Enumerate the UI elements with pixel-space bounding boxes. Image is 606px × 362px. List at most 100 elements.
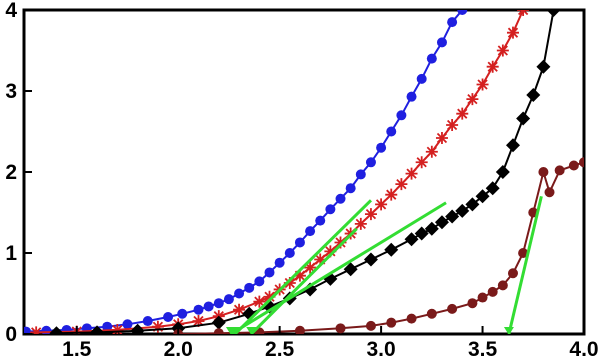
series-0-point: [447, 17, 458, 28]
series-2-line: [56, 10, 555, 334]
series-0-point: [386, 126, 397, 137]
series-0-point: [355, 169, 366, 180]
series-0-point: [284, 248, 295, 258]
series-1-point: [375, 198, 388, 211]
series-3-point: [447, 303, 458, 314]
series-1-point: [405, 167, 418, 180]
series-1-point: [517, 10, 530, 16]
series-2-point: [130, 323, 145, 334]
x-tick-label: 3.5: [468, 338, 498, 361]
series-2-point: [546, 10, 561, 17]
series-0-point: [163, 311, 174, 322]
series-3-point: [477, 292, 488, 303]
series-2-point: [424, 221, 439, 236]
series-1-point: [456, 107, 469, 120]
series-1-point: [425, 145, 438, 158]
series-1-point: [476, 78, 489, 91]
series-2-point: [505, 138, 520, 153]
series-1-point: [293, 269, 306, 282]
series-layer: [24, 10, 584, 334]
series-3-point: [497, 280, 508, 291]
x-tick-label: 2.0: [164, 338, 193, 361]
series-0-point: [335, 193, 346, 204]
series-1-point: [192, 315, 205, 328]
series-3-point: [406, 313, 417, 324]
series-0-point: [305, 226, 316, 237]
fit-lines-layer: [225, 195, 543, 334]
series-2-point: [90, 325, 105, 334]
series-2-point: [445, 209, 460, 224]
series-1-point: [324, 245, 337, 258]
series-0-point: [406, 91, 417, 102]
series-1-point: [151, 320, 164, 333]
series-1-point: [233, 303, 246, 316]
series-1-point: [334, 236, 347, 249]
fit-line-3-arrowhead: [503, 327, 514, 334]
fit-line-1: [250, 227, 358, 334]
series-1-point: [30, 326, 43, 334]
series-0-point: [315, 215, 326, 226]
series-0-point: [457, 10, 468, 15]
series-1-point: [283, 276, 296, 289]
series-3-point: [544, 187, 555, 198]
series-1-point: [354, 217, 367, 230]
series-1-point: [415, 156, 428, 169]
fit-line-0: [233, 199, 373, 334]
series-1-point: [304, 261, 317, 274]
series-0-point: [416, 73, 427, 84]
series-0-point: [365, 157, 376, 168]
series-3-point: [538, 167, 549, 177]
series-2-point: [516, 111, 531, 126]
series-0-point: [234, 288, 245, 299]
series-0-point: [122, 319, 133, 330]
series-0-point: [244, 282, 255, 293]
series-3-point: [386, 317, 397, 328]
series-1-point: [364, 208, 377, 221]
series-3-point: [518, 248, 529, 258]
axis-layer: 1.5 2.0 2.5 3.0 3.5 4.0 0 1 2 3 4: [5, 0, 598, 361]
series-2-point: [343, 262, 358, 277]
series-2-point: [384, 242, 399, 257]
series-3-point: [487, 286, 498, 297]
series-2-point: [49, 326, 64, 334]
series-2-point: [434, 215, 449, 230]
fit-line-2: [230, 201, 447, 334]
series-0-point: [24, 326, 32, 334]
series-2-point: [303, 282, 318, 297]
series-0-point: [274, 257, 285, 268]
series-0-point: [223, 294, 234, 305]
series-1-point: [435, 131, 448, 144]
series-2-point: [475, 189, 490, 204]
series-3-point: [294, 325, 305, 334]
y-tick-label: 2: [5, 161, 17, 184]
series-0-point: [345, 183, 356, 194]
series-2-point: [404, 232, 419, 247]
series-2-point: [211, 315, 226, 330]
y-tick-label: 3: [5, 80, 17, 103]
series-2-point: [414, 226, 429, 241]
series-1-point: [263, 290, 276, 303]
series-0-point: [203, 301, 214, 312]
series-0-point: [294, 237, 305, 248]
series-1-point: [385, 188, 398, 201]
fit-line-1-arrowhead: [246, 327, 257, 334]
x-tick-label: 4.0: [569, 338, 598, 361]
series-3-point: [213, 328, 224, 334]
series-0-point: [325, 204, 336, 215]
series-3-point: [554, 165, 565, 176]
series-2-point: [485, 181, 500, 196]
series-2-point: [536, 59, 551, 74]
series-0-point: [396, 110, 407, 121]
series-3-point: [507, 268, 518, 279]
series-3-line: [178, 161, 584, 334]
series-0-point: [254, 276, 265, 287]
y-tick-label: 0: [5, 323, 17, 346]
series-1-point: [446, 119, 459, 132]
y-tick-label: 1: [5, 242, 17, 265]
series-1-point: [111, 323, 124, 334]
x-tick-label: 2.5: [265, 338, 295, 361]
series-3-point: [335, 323, 346, 334]
series-3-point: [579, 157, 584, 168]
series-2-point: [526, 88, 541, 103]
